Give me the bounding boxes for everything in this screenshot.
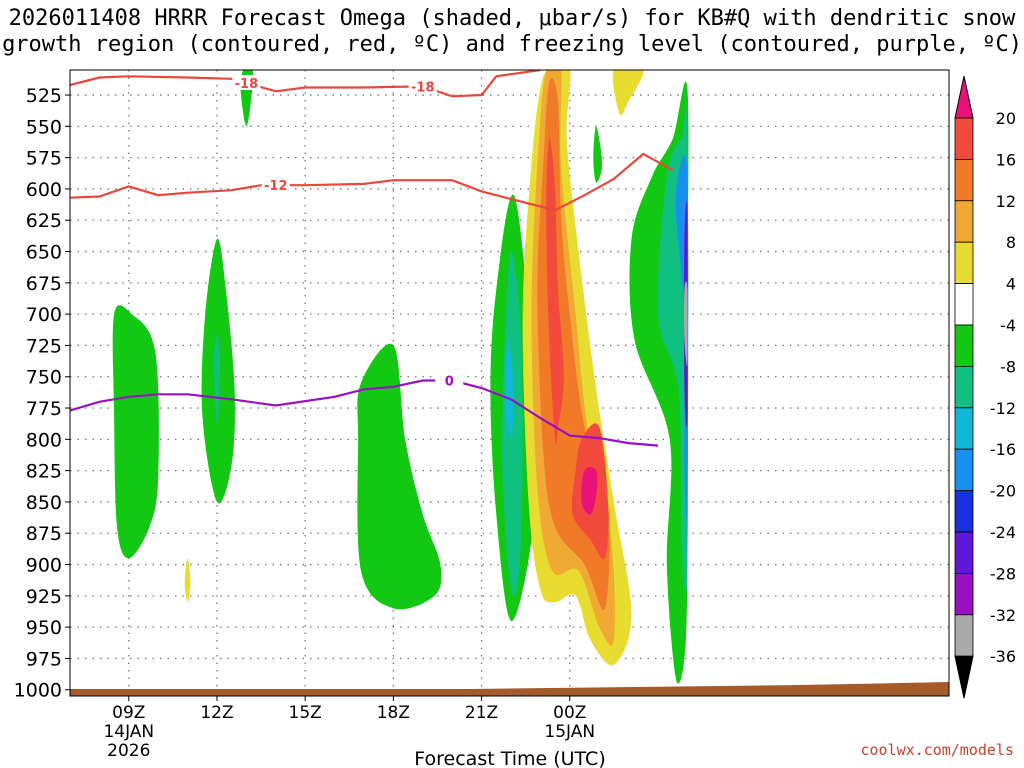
y-tick-label-525: 525	[26, 85, 62, 107]
omega-region-17	[593, 126, 603, 183]
colorbar-label--28: -28	[990, 564, 1016, 583]
x-tick-sublabel1-00Z: 15JAN	[544, 722, 595, 742]
omega-region-5	[357, 343, 442, 610]
colorbar-label--12: -12	[990, 399, 1016, 418]
x-tick-label-21Z: 21Z	[465, 703, 498, 723]
colorbar-label--8: -8	[1000, 357, 1016, 376]
y-tick-label-600: 600	[26, 179, 62, 201]
dgz-minus18-label-bg	[408, 78, 437, 94]
y-axis: 525 550 575 600 625 650 675 700 725 750 775 800 825 8…	[14, 85, 70, 702]
chart-title-line1: 2026011408 HRRR Forecast Omega (shaded, …	[8, 6, 1016, 31]
omega-region-2	[214, 332, 220, 427]
colorbar-label--36: -36	[990, 647, 1016, 666]
chart-title-line2: growth region (contoured, red, ºC) and f…	[2, 32, 1022, 57]
colorbar-swatch-0	[954, 117, 974, 160]
temperature-contours: -18 -18 -12 0	[70, 70, 674, 447]
omega-region-12	[546, 138, 564, 446]
dgz-minus18-label-text: -18	[235, 77, 259, 92]
y-tick-label-850: 850	[26, 492, 62, 514]
colorbar: 20 16 12 8 4 -4 -8 -12 -16 -20 -24 -28 -32 -36	[954, 75, 1016, 699]
y-tick-label-950: 950	[26, 617, 62, 639]
y-tick-label-875: 875	[26, 523, 62, 545]
freezing-level-line	[70, 379, 659, 447]
colorbar-swatch-10	[954, 531, 974, 574]
y-tick-label-975: 975	[26, 648, 62, 670]
y-tick-label-800: 800	[26, 429, 62, 451]
colorbar-label--20: -20	[990, 482, 1016, 501]
dgz-minus12-label-text: -12	[264, 179, 288, 194]
colorbar-swatch-8	[954, 448, 974, 492]
dgz-minus18-line	[70, 70, 541, 98]
y-tick-label-650: 650	[26, 242, 62, 264]
colorbar-swatch-1	[954, 158, 974, 202]
colorbar-label--24: -24	[990, 523, 1016, 542]
colorbar-label--32: -32	[990, 606, 1016, 625]
x-tick-label-09Z: 09Z	[112, 703, 145, 723]
colorbar-label-8: 8	[1006, 233, 1016, 252]
colorbar-swatch-9	[954, 490, 974, 533]
plot-frame	[69, 69, 950, 697]
dgz-minus18-label-text: -18	[411, 80, 435, 95]
freezing-level-label-bg	[435, 372, 464, 388]
y-tick-label-750: 750	[26, 367, 62, 389]
y-tick-label-700: 700	[26, 304, 62, 326]
y-tick-label-775: 775	[26, 398, 62, 420]
y-tick-label-575: 575	[26, 148, 62, 170]
y-tick-label-725: 725	[26, 335, 62, 357]
colorbar-label-12: 12	[996, 192, 1016, 211]
dgz-minus12-line	[70, 152, 674, 212]
colorbar-bottom-arrow	[954, 655, 974, 699]
colorbar-swatch-5	[954, 324, 974, 367]
x-tick-label-15Z: 15Z	[289, 703, 322, 723]
omega-region-14	[581, 467, 598, 515]
freezing-level-label: 0	[435, 372, 464, 389]
colorbar-label-4: 4	[1006, 275, 1016, 294]
colorbar-top-arrow	[954, 75, 974, 119]
y-tick-label-900: 900	[26, 555, 62, 577]
omega-region-21	[684, 281, 688, 367]
y-tick-label-1000: 1000	[14, 680, 62, 702]
colorbar-label--16: -16	[990, 440, 1016, 459]
dgz-minus18-label-bg	[232, 74, 261, 90]
x-tick-sublabel1-09Z: 14JAN	[103, 722, 154, 742]
colorbar-label-16: 16	[996, 150, 1016, 169]
y-tick-label-925: 925	[26, 586, 62, 608]
dgz-minus18-label: -18	[232, 74, 261, 92]
colorbar-swatch-12	[954, 614, 974, 657]
omega-region-4	[184, 558, 191, 603]
freezing-level-label-text: 0	[445, 374, 454, 389]
dgz-minus12-label-bg	[261, 177, 290, 193]
colorbar-swatch-2	[954, 200, 974, 243]
colorbar-swatch-7	[954, 407, 974, 450]
y-tick-label-550: 550	[26, 116, 62, 138]
watermark: coolwx.com/models	[860, 741, 1014, 759]
y-tick-label-825: 825	[26, 461, 62, 483]
colorbar-label-20: 20	[996, 109, 1016, 128]
omega-region-0	[112, 305, 159, 559]
omega-region-15	[612, 70, 644, 116]
colorbar-swatch-11	[954, 573, 974, 616]
colorbar-swatch-6	[954, 365, 974, 409]
colorbar-swatch-4	[954, 283, 974, 326]
x-tick-label-18Z: 18Z	[377, 703, 410, 723]
x-tick-sublabel2-09Z: 2026	[107, 741, 150, 761]
omega-region-8	[505, 339, 514, 440]
x-axis-label: Forecast Time (UTC)	[414, 748, 605, 768]
dgz-minus12-label: -12	[261, 177, 290, 194]
colorbar-swatch-3	[954, 241, 974, 284]
x-tick-label-12Z: 12Z	[200, 703, 233, 723]
colorbar-label--4: -4	[1000, 316, 1016, 335]
y-tick-label-675: 675	[26, 273, 62, 295]
y-tick-label-625: 625	[26, 210, 62, 232]
terrain-strip	[70, 682, 949, 696]
dgz-minus18-label: -18	[408, 78, 437, 95]
x-tick-label-00Z: 00Z	[553, 703, 586, 723]
